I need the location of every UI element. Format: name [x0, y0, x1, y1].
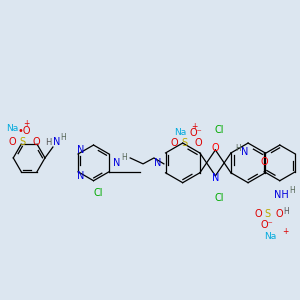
Text: N: N	[53, 137, 60, 147]
Text: •O: •O	[17, 126, 31, 136]
Text: S: S	[264, 209, 270, 219]
Text: O: O	[32, 137, 40, 147]
Text: N: N	[113, 158, 121, 168]
Text: O⁻: O⁻	[190, 128, 202, 138]
Text: H: H	[121, 153, 127, 162]
Text: H: H	[235, 143, 241, 152]
Text: Cl: Cl	[94, 188, 103, 198]
Text: +: +	[23, 119, 30, 128]
Text: +: +	[192, 122, 198, 131]
Text: NH: NH	[274, 190, 289, 200]
Text: Cl: Cl	[214, 125, 224, 135]
Text: Na: Na	[174, 128, 186, 137]
Text: H: H	[60, 133, 66, 142]
Text: H: H	[290, 186, 296, 195]
Text: N: N	[154, 158, 161, 168]
Text: N: N	[77, 145, 84, 155]
Text: Na: Na	[6, 124, 19, 133]
Text: N: N	[241, 147, 248, 157]
Text: +: +	[282, 227, 288, 236]
Text: O: O	[195, 138, 202, 148]
Text: H: H	[45, 138, 51, 147]
Text: O: O	[260, 157, 268, 167]
Text: N: N	[212, 173, 219, 183]
Text: S: S	[19, 137, 25, 147]
Text: O: O	[276, 209, 283, 219]
Text: S: S	[182, 138, 188, 148]
Text: H: H	[284, 207, 290, 216]
Text: N: N	[77, 171, 84, 181]
Text: O: O	[254, 209, 262, 219]
Text: O: O	[212, 143, 219, 153]
Text: Na: Na	[264, 232, 276, 241]
Text: Cl: Cl	[214, 193, 224, 202]
Text: O⁻: O⁻	[261, 220, 274, 230]
Text: O: O	[8, 137, 16, 147]
Text: O: O	[171, 138, 178, 148]
